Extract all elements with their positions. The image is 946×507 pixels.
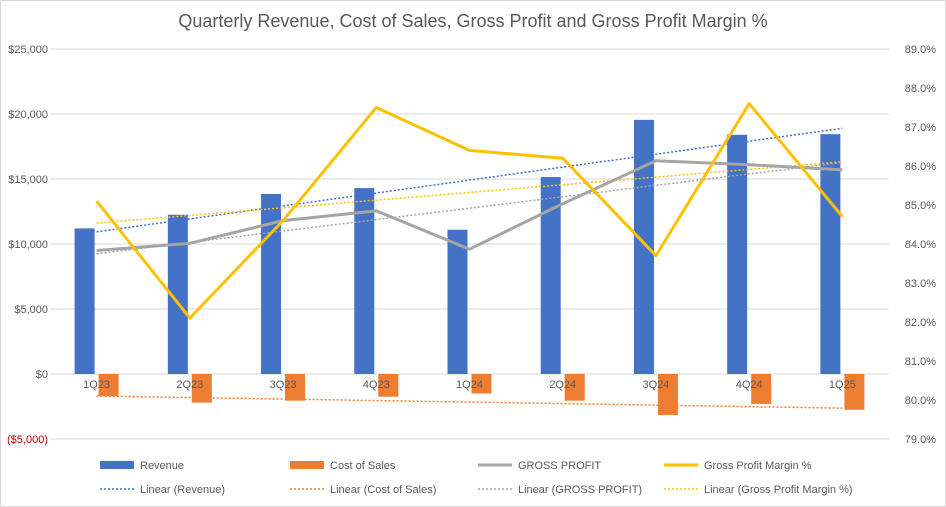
legend-label: Gross Profit Margin % — [704, 460, 812, 472]
cost-of-sales-bar — [564, 374, 585, 401]
cost-of-sales-bar — [751, 374, 772, 404]
legend-label: Linear (Cost of Sales) — [330, 484, 436, 496]
right-axis-tick: 84.0% — [905, 239, 936, 251]
legend-label: Cost of Sales — [330, 460, 396, 472]
revenue-bar — [540, 177, 561, 374]
right-axis-tick: 79.0% — [905, 434, 936, 446]
right-axis-tick: 82.0% — [905, 317, 936, 329]
trendline — [96, 161, 843, 224]
right-axis-tick: 85.0% — [905, 200, 936, 212]
legend-label: Linear (GROSS PROFIT) — [518, 484, 642, 496]
legend-label: Linear (Gross Profit Margin %) — [704, 484, 853, 496]
legend-label: GROSS PROFIT — [518, 460, 601, 472]
category-label: 1Q25 — [829, 379, 856, 391]
right-axis-tick: 89.0% — [905, 44, 936, 56]
trendline — [96, 127, 843, 233]
right-axis-tick: 88.0% — [905, 83, 936, 95]
category-label: 3Q24 — [642, 379, 669, 391]
revenue-bar — [447, 229, 468, 374]
category-label: 4Q24 — [736, 379, 763, 391]
cost-of-sales-bar — [844, 374, 865, 410]
legend-label: Linear (Revenue) — [140, 484, 225, 496]
category-label: 2Q23 — [176, 379, 203, 391]
trendline — [96, 395, 843, 409]
legend-swatch — [290, 461, 324, 469]
legend-label: Revenue — [140, 460, 184, 472]
right-axis-tick: 83.0% — [905, 278, 936, 290]
category-label: 2Q24 — [549, 379, 576, 391]
cost-of-sales-bar — [191, 374, 212, 403]
cost-of-sales-bar — [378, 374, 399, 397]
left-axis-tick: $20,000 — [8, 109, 48, 121]
revenue-bar — [74, 228, 95, 374]
category-label: 4Q23 — [363, 379, 390, 391]
cost-of-sales-bar — [98, 374, 119, 397]
revenue-bar — [167, 214, 188, 374]
category-label: 1Q23 — [83, 379, 110, 391]
chart-title: Quarterly Revenue, Cost of Sales, Gross … — [178, 11, 767, 31]
right-axis-tick: 81.0% — [905, 356, 936, 368]
right-axis-tick: 80.0% — [905, 395, 936, 407]
revenue-bar — [633, 119, 654, 374]
right-axis-tick: 87.0% — [905, 122, 936, 134]
revenue-bar — [354, 188, 375, 374]
left-axis-tick: $5,000 — [14, 304, 48, 316]
left-axis-tick: $15,000 — [8, 174, 48, 186]
right-axis-tick: 86.0% — [905, 161, 936, 173]
category-label: 3Q23 — [270, 379, 297, 391]
gross-profit-margin-line — [95, 102, 844, 320]
gross-profit-line — [96, 159, 843, 252]
left-axis-tick: ($5,000) — [7, 434, 48, 446]
trendline — [96, 161, 843, 255]
legend-swatch — [100, 461, 134, 469]
revenue-bar — [727, 134, 748, 374]
left-axis-tick: $0 — [36, 369, 48, 381]
left-axis-tick: $10,000 — [8, 239, 48, 251]
left-axis-tick: $25,000 — [8, 44, 48, 56]
cost-of-sales-bar — [471, 374, 492, 394]
category-label: 1Q24 — [456, 379, 483, 391]
cost-of-sales-bar — [285, 374, 306, 401]
